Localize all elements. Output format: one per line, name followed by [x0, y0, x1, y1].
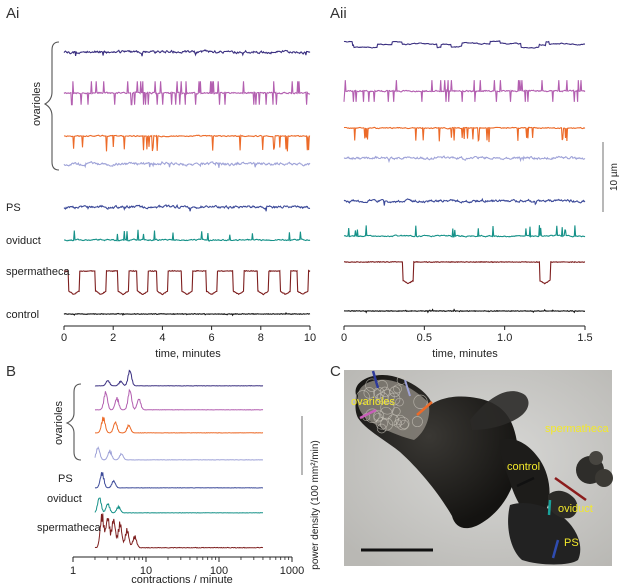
ovarioles-group-label-b: ovarioles [53, 400, 65, 445]
microscope-photo: ovarioles spermatheca control oviduct PS [344, 370, 613, 566]
egg-chamber [376, 423, 387, 434]
ai-row-label: spermatheca [6, 266, 70, 278]
panel-label-b: B [6, 363, 16, 380]
ai-row-label: control [6, 309, 39, 321]
egg-chamber [373, 410, 385, 422]
photo-label-ovarioles: ovarioles [351, 396, 396, 408]
spermatheca-capsule-3 [589, 451, 603, 465]
trace-aii-traces-0 [343, 40, 585, 49]
aii-x-tick-label: 1.5 [577, 332, 592, 344]
ai-x-tick-label: 0 [61, 332, 67, 344]
oviduct-tissue [499, 438, 550, 517]
scale-bar-label: 10 µm [609, 163, 620, 191]
trace-ai-traces-4 [63, 204, 311, 212]
marker-ovariole-4 [404, 379, 411, 397]
aii-x-tick-label: 0.5 [417, 332, 432, 344]
marker-control [516, 476, 535, 488]
egg-chamber [380, 400, 395, 415]
marker-ovariole-1 [371, 370, 380, 389]
trace-aii-traces-2 [343, 126, 586, 143]
ovarioles-bracket-b [65, 383, 82, 461]
trace-aii-traces-3 [343, 155, 586, 164]
egg-chamber [413, 394, 428, 409]
egg-chamber [393, 384, 402, 394]
ai-x-tick-label: 2 [110, 332, 116, 344]
egg-chamber [379, 406, 393, 420]
trace-aii-traces-7 [343, 308, 586, 314]
egg-chamber [411, 416, 423, 428]
b-x-tick-label: 10 [140, 565, 152, 577]
egg-chamber [395, 397, 404, 407]
spectrum-trace-1 [94, 388, 264, 411]
trace-ai-traces-6 [63, 269, 311, 296]
panel-label-ai: Ai [6, 5, 19, 22]
ovarioles-bracket [43, 41, 60, 171]
spectrum-panel-b: ovarioles PS oviduct spermatheca 1 10 100 100… [37, 369, 321, 586]
photo-label-spermatheca: spermatheca [545, 423, 609, 435]
ai-x-tick-label: 6 [209, 332, 215, 344]
trace-ai-traces-7 [63, 311, 311, 317]
aii-x-tick-label: 1.0 [497, 332, 512, 344]
b-x-axis-title: contractions / minute [131, 574, 233, 586]
lower-tissue [508, 503, 581, 565]
photo-label-oviduct: oviduct [558, 503, 593, 515]
b-row-label: PS [58, 473, 73, 485]
trace-ai-traces-3 [63, 160, 311, 169]
trace-panel-ai: ovarioles PS oviduct spermatheca control 0 2… [6, 41, 316, 360]
trace-panel-aii: 0 0.5 1.0 1.5 time, minutes 10 µm [341, 40, 620, 360]
egg-chamber [393, 419, 402, 428]
trace-ai-traces-2 [63, 134, 311, 152]
spermatheca-capsule-2 [595, 469, 613, 487]
panel-label-aii: Aii [330, 5, 347, 22]
aii-x-axis-title: time, minutes [432, 348, 498, 360]
egg-chamber [379, 386, 391, 397]
ai-row-label: PS [6, 202, 21, 214]
egg-chamber [363, 387, 376, 399]
egg-chamber [387, 392, 401, 406]
marker-oviduct [547, 499, 552, 516]
trace-ai-traces-5 [64, 229, 311, 242]
egg-chamber [375, 393, 384, 403]
ai-x-tick-label: 8 [258, 332, 264, 344]
photo-label-control: control [507, 461, 540, 473]
spectrum-trace-4 [94, 472, 263, 489]
aii-x-tick-label: 0 [341, 332, 347, 344]
b-x-tick-label: 1000 [280, 565, 304, 577]
panel-label-c: C [330, 363, 341, 380]
ai-row-label: oviduct [6, 235, 41, 247]
ps-tissue [548, 490, 578, 519]
b-row-label: spermatheca [37, 522, 101, 534]
ai-x-axis-title: time, minutes [155, 348, 221, 360]
marker-ovariole-3 [416, 401, 433, 416]
ai-x-tick-label: 4 [159, 332, 165, 344]
trace-aii-traces-5 [343, 225, 586, 238]
marker-spermatheca [554, 476, 587, 502]
photo-label-ps: PS [564, 537, 579, 549]
b-y-axis-title: power density (100 mm²/min) [310, 440, 321, 569]
egg-chamber [395, 414, 406, 426]
trace-ai-traces-0 [63, 49, 311, 57]
trace-ai-traces-1 [63, 81, 311, 106]
spectrum-trace-3 [94, 446, 263, 461]
egg-chamber [356, 390, 370, 404]
trace-aii-traces-1 [343, 80, 586, 102]
trace-aii-traces-6 [343, 260, 586, 285]
marker-ps [551, 539, 560, 559]
b-row-label: oviduct [47, 493, 82, 505]
spectrum-trace-5 [94, 497, 263, 514]
egg-chamber [399, 419, 409, 430]
b-x-tick-label: 100 [210, 565, 228, 577]
b-x-tick-label: 1 [70, 565, 76, 577]
ovarioles-group-label: ovarioles [31, 81, 43, 126]
spectrum-trace-2 [95, 416, 264, 434]
ai-x-tick-label: 10 [304, 332, 316, 344]
trachea-strand [470, 391, 529, 430]
spectrum-trace-0 [94, 369, 264, 387]
marker-ovariole-2 [359, 408, 377, 420]
trace-aii-traces-4 [343, 197, 586, 206]
spectrum-trace-6 [94, 513, 264, 549]
